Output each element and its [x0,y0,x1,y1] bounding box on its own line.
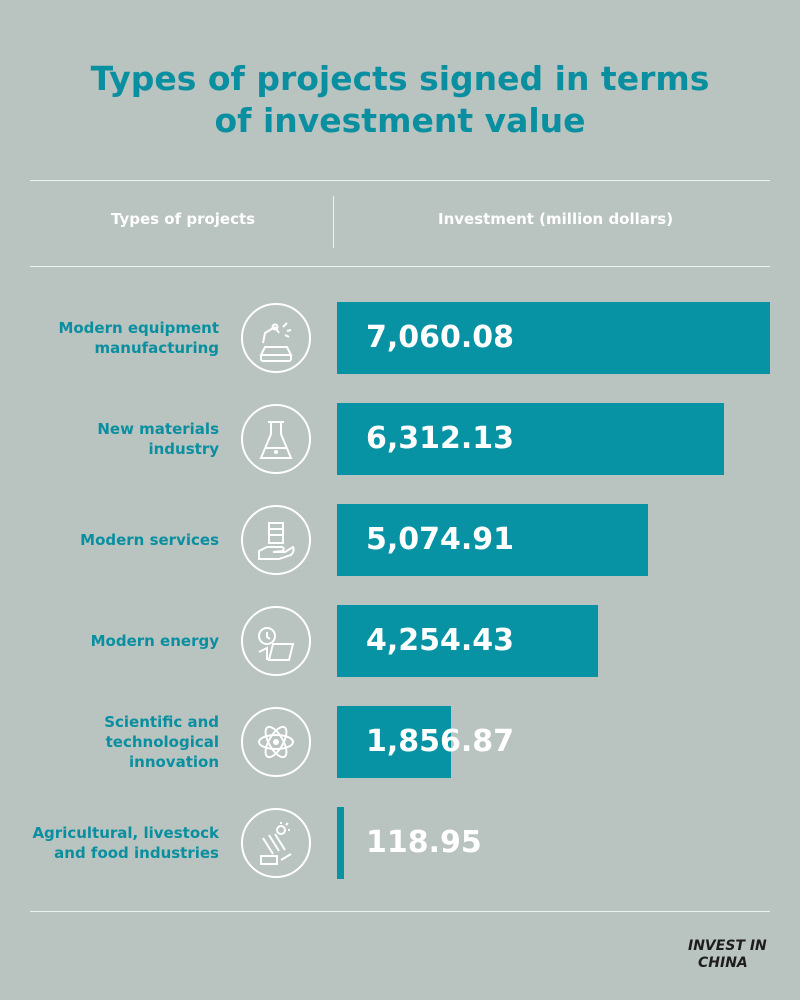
header-bottom-rule [30,266,770,267]
bar-value-label: 1,856.87 [366,724,515,759]
category-label: Modern equipment manufacturing [58,319,219,357]
header-divider [333,196,334,248]
category-label: Scientific and technological innovation [104,713,219,771]
bar [337,605,598,677]
crops-livestock-icon [241,808,311,878]
bar [337,807,345,879]
atom-icon [241,707,311,777]
category-label: Modern energy [90,632,219,650]
chart-title-line2: of investment value [214,101,586,140]
column-header-investment: Investment (million dollars) [438,210,674,228]
chart-title-line1: Types of projects signed in terms [90,59,710,98]
bar [337,403,725,475]
bar [337,302,770,374]
bar-value-label: 4,254.43 [366,623,515,658]
chart-title: Types of projects signed in terms of inv… [0,58,800,142]
category-label: Modern services [80,531,219,549]
bar [337,706,451,778]
footer-rule [30,911,770,912]
header-top-rule [30,180,770,181]
robot-arm-car-icon [241,303,311,373]
invest-in-china-logo: INVEST IN CHINA [688,938,778,972]
category-label: New materials industry [97,420,219,458]
logo-line2: CHINA [698,955,748,971]
energy-solar-panel-icon [241,606,311,676]
hand-building-icon [241,505,311,575]
bar [337,504,649,576]
chemistry-flask-icon [241,404,311,474]
bar-value-label: 118.95 [366,825,482,860]
bar-value-label: 6,312.13 [366,421,515,456]
category-label: Agricultural, livestock and food industri… [32,824,219,862]
bar-value-label: 5,074.91 [366,522,515,557]
bar-value-label: 7,060.08 [366,320,515,355]
column-header-types: Types of projects [111,210,256,228]
logo-line1: INVEST IN [688,938,767,954]
